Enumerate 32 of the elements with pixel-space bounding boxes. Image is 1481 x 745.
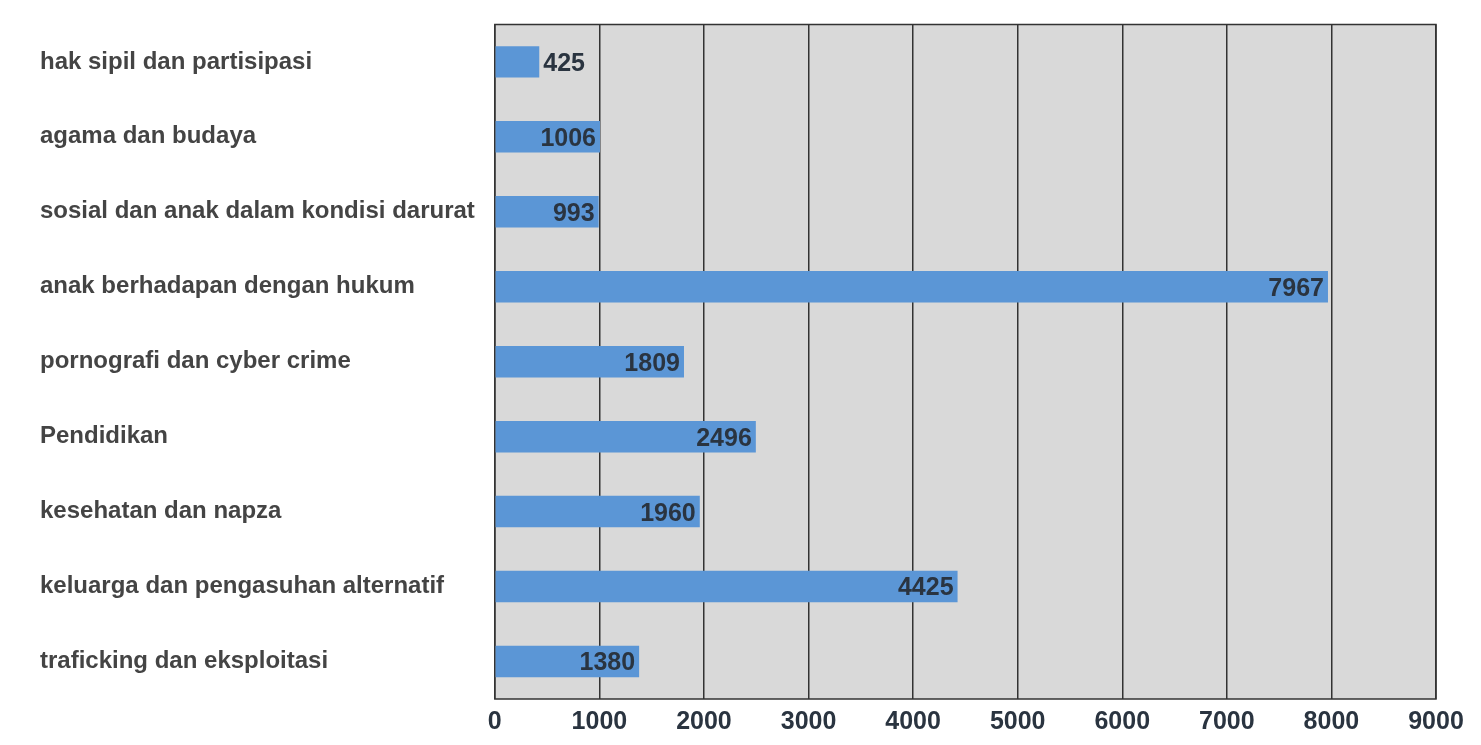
- data-label: 4425: [897, 572, 954, 601]
- bar: [495, 271, 1328, 303]
- x-tick-label: 7000: [1199, 705, 1255, 734]
- x-tick-label: 6000: [1094, 705, 1151, 734]
- bar: [495, 420, 756, 453]
- x-tick-label: 3000: [780, 705, 837, 734]
- bar: [495, 570, 958, 603]
- data-label: 1960: [640, 497, 696, 526]
- y-tick-label: sosial dan anak dalam kondisi darurat: [40, 196, 475, 224]
- y-tick-label: kesehatan dan napza: [40, 496, 283, 524]
- bar: [495, 46, 540, 78]
- y-tick-label: hak sipil dan partisipasi: [40, 46, 313, 74]
- y-tick-label: traficking dan eksploitasi: [40, 646, 329, 674]
- x-tick-label: 1000: [571, 705, 628, 734]
- x-tick-label: 0: [487, 705, 502, 734]
- x-tick-label: 2000: [676, 705, 732, 734]
- x-tick-label: 5000: [989, 705, 1046, 734]
- x-tick-label: 4000: [885, 705, 941, 734]
- data-label: 2496: [696, 422, 752, 451]
- x-tick-label: 9000: [1408, 705, 1464, 734]
- y-tick-label: keluarga dan pengasuhan alternatif: [40, 571, 446, 599]
- y-tick-label: pornografi dan cyber crime: [40, 346, 351, 374]
- y-tick-label: agama dan budaya: [40, 121, 257, 149]
- data-label: 1380: [579, 647, 636, 676]
- y-tick-label: Pendidikan: [40, 421, 169, 449]
- y-tick-label: anak berhadapan dengan hukum: [40, 271, 415, 299]
- data-label: 993: [552, 197, 595, 226]
- x-tick-label: 8000: [1303, 705, 1360, 734]
- data-label: 1809: [624, 347, 680, 376]
- data-label: 425: [543, 47, 586, 76]
- data-label: 1006: [540, 122, 597, 151]
- data-label: 7967: [1268, 272, 1324, 301]
